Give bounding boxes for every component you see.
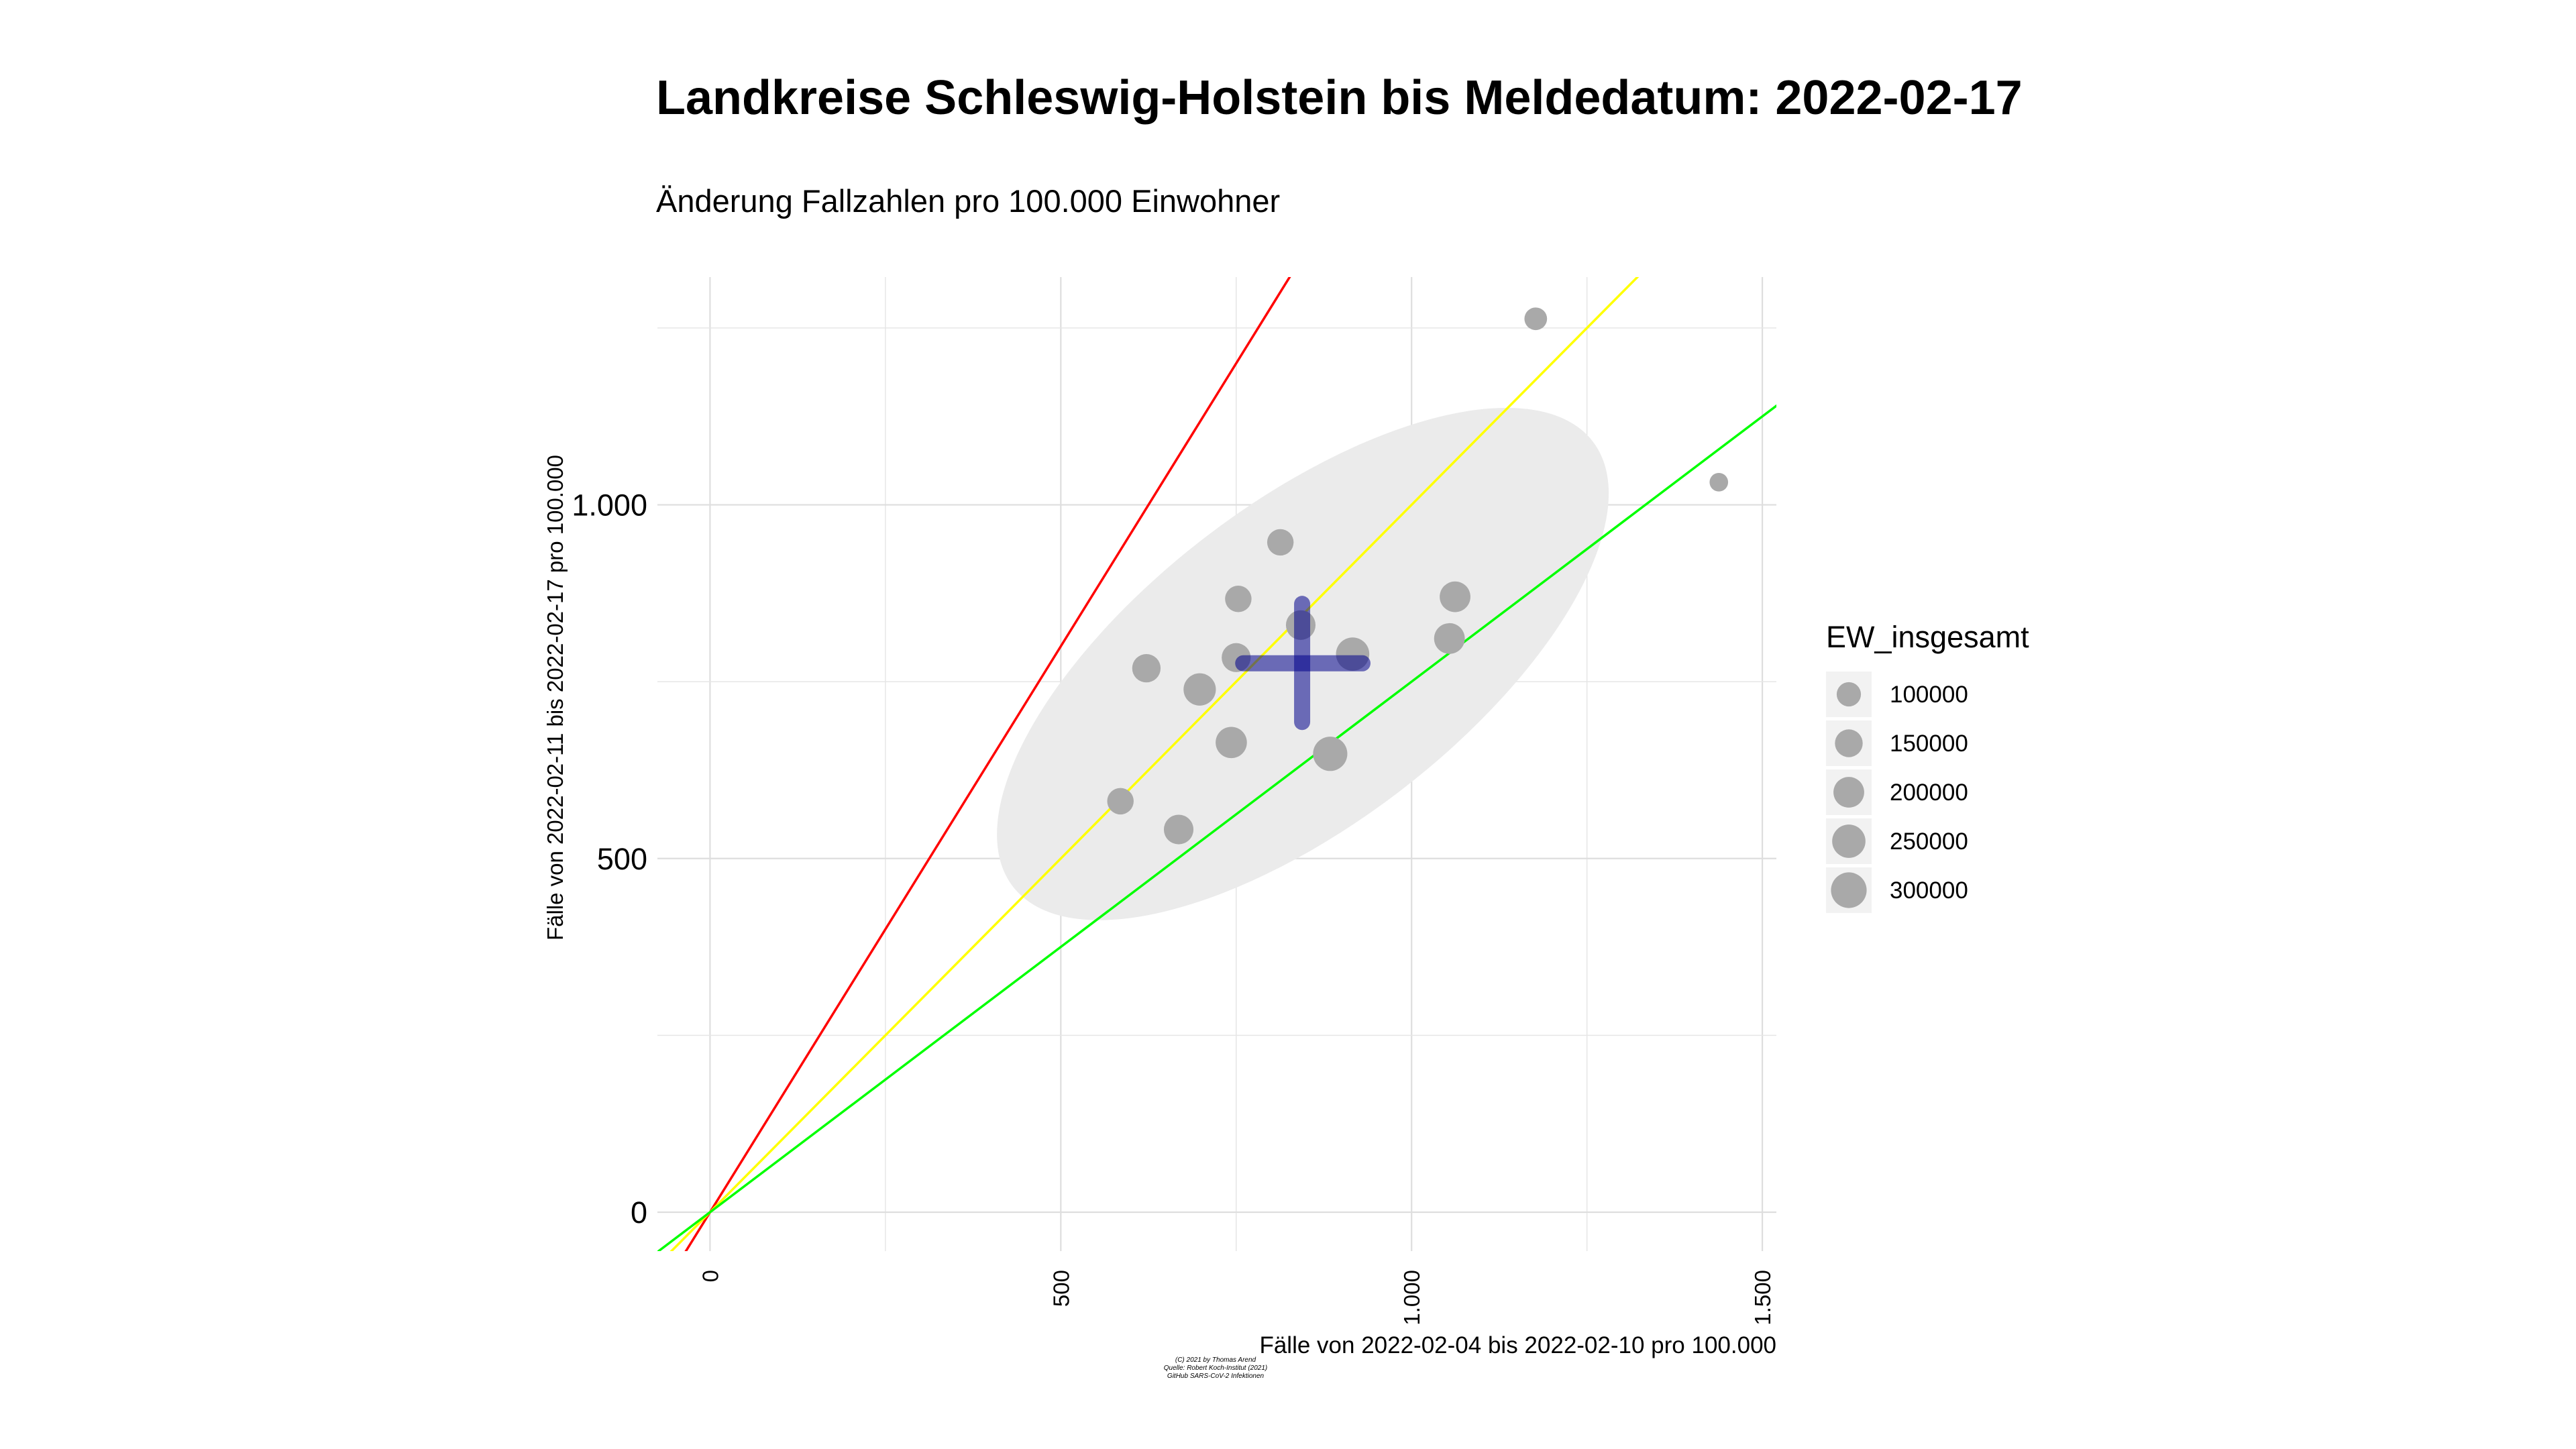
caption-line: GitHub SARS-CoV-2 Infektionen [1167,1373,1265,1380]
data-point [1524,307,1548,331]
data-point [1440,581,1470,612]
legend-label: 250000 [1890,828,1968,855]
data-point [1132,653,1161,683]
data-point [1183,673,1216,706]
legend-label: 150000 [1890,731,1968,757]
legend-symbol [1835,729,1863,757]
data-point [1313,737,1348,771]
data-point [1163,814,1194,845]
legend: EW_insgesamt 100000 150000 200000 250000 300… [1826,620,2029,913]
mean-cross [1235,596,1371,731]
x-tick-label: 500 [1049,1270,1073,1307]
caption-line: Quelle: Robert Koch-Institut (2021) [1164,1364,1268,1372]
legend-label: 300000 [1890,877,1968,904]
legend-symbol [1833,777,1864,808]
data-point [1216,727,1247,759]
data-point [1434,623,1465,654]
legend-label: 200000 [1890,780,1968,806]
x-axis-ticks: 0 500 1.000 1.500 [698,1270,1775,1326]
y-tick-label: 0 [631,1195,647,1230]
reference-lines [657,277,1776,1251]
y-axis-label: Fälle von 2022-02-11 bis 2022-02-17 pro … [543,455,568,941]
x-tick-label: 0 [698,1270,722,1282]
chart-title: Landkreise Schleswig-Holstein bis Melded… [656,71,2023,125]
x-tick-label: 1.500 [1750,1270,1775,1326]
caption-line: (C) 2021 by Thomas Arend [1175,1356,1256,1364]
legend-title: EW_insgesamt [1826,620,2029,654]
legend-symbol [1831,872,1867,908]
legend-symbol [1836,682,1862,707]
x-axis-label: Fälle von 2022-02-04 bis 2022-02-10 pro … [1259,1332,1776,1358]
x-tick-label: 1.000 [1399,1270,1424,1326]
legend-label: 100000 [1890,682,1968,708]
data-point [1267,529,1294,556]
reference-line [657,404,1776,1251]
y-axis-ticks: 0 500 1.000 [572,488,647,1230]
y-tick-label: 1.000 [572,488,647,523]
plot-panel [657,277,1776,1251]
y-tick-label: 500 [597,842,647,876]
data-point [1709,472,1729,492]
data-point [1107,788,1134,815]
chart-subtitle: Änderung Fallzahlen pro 100.000 Einwohne… [656,183,1281,219]
legend-symbol [1832,824,1866,858]
reference-line [669,277,1640,1251]
reference-line [684,277,1291,1251]
data-point [1225,586,1252,612]
